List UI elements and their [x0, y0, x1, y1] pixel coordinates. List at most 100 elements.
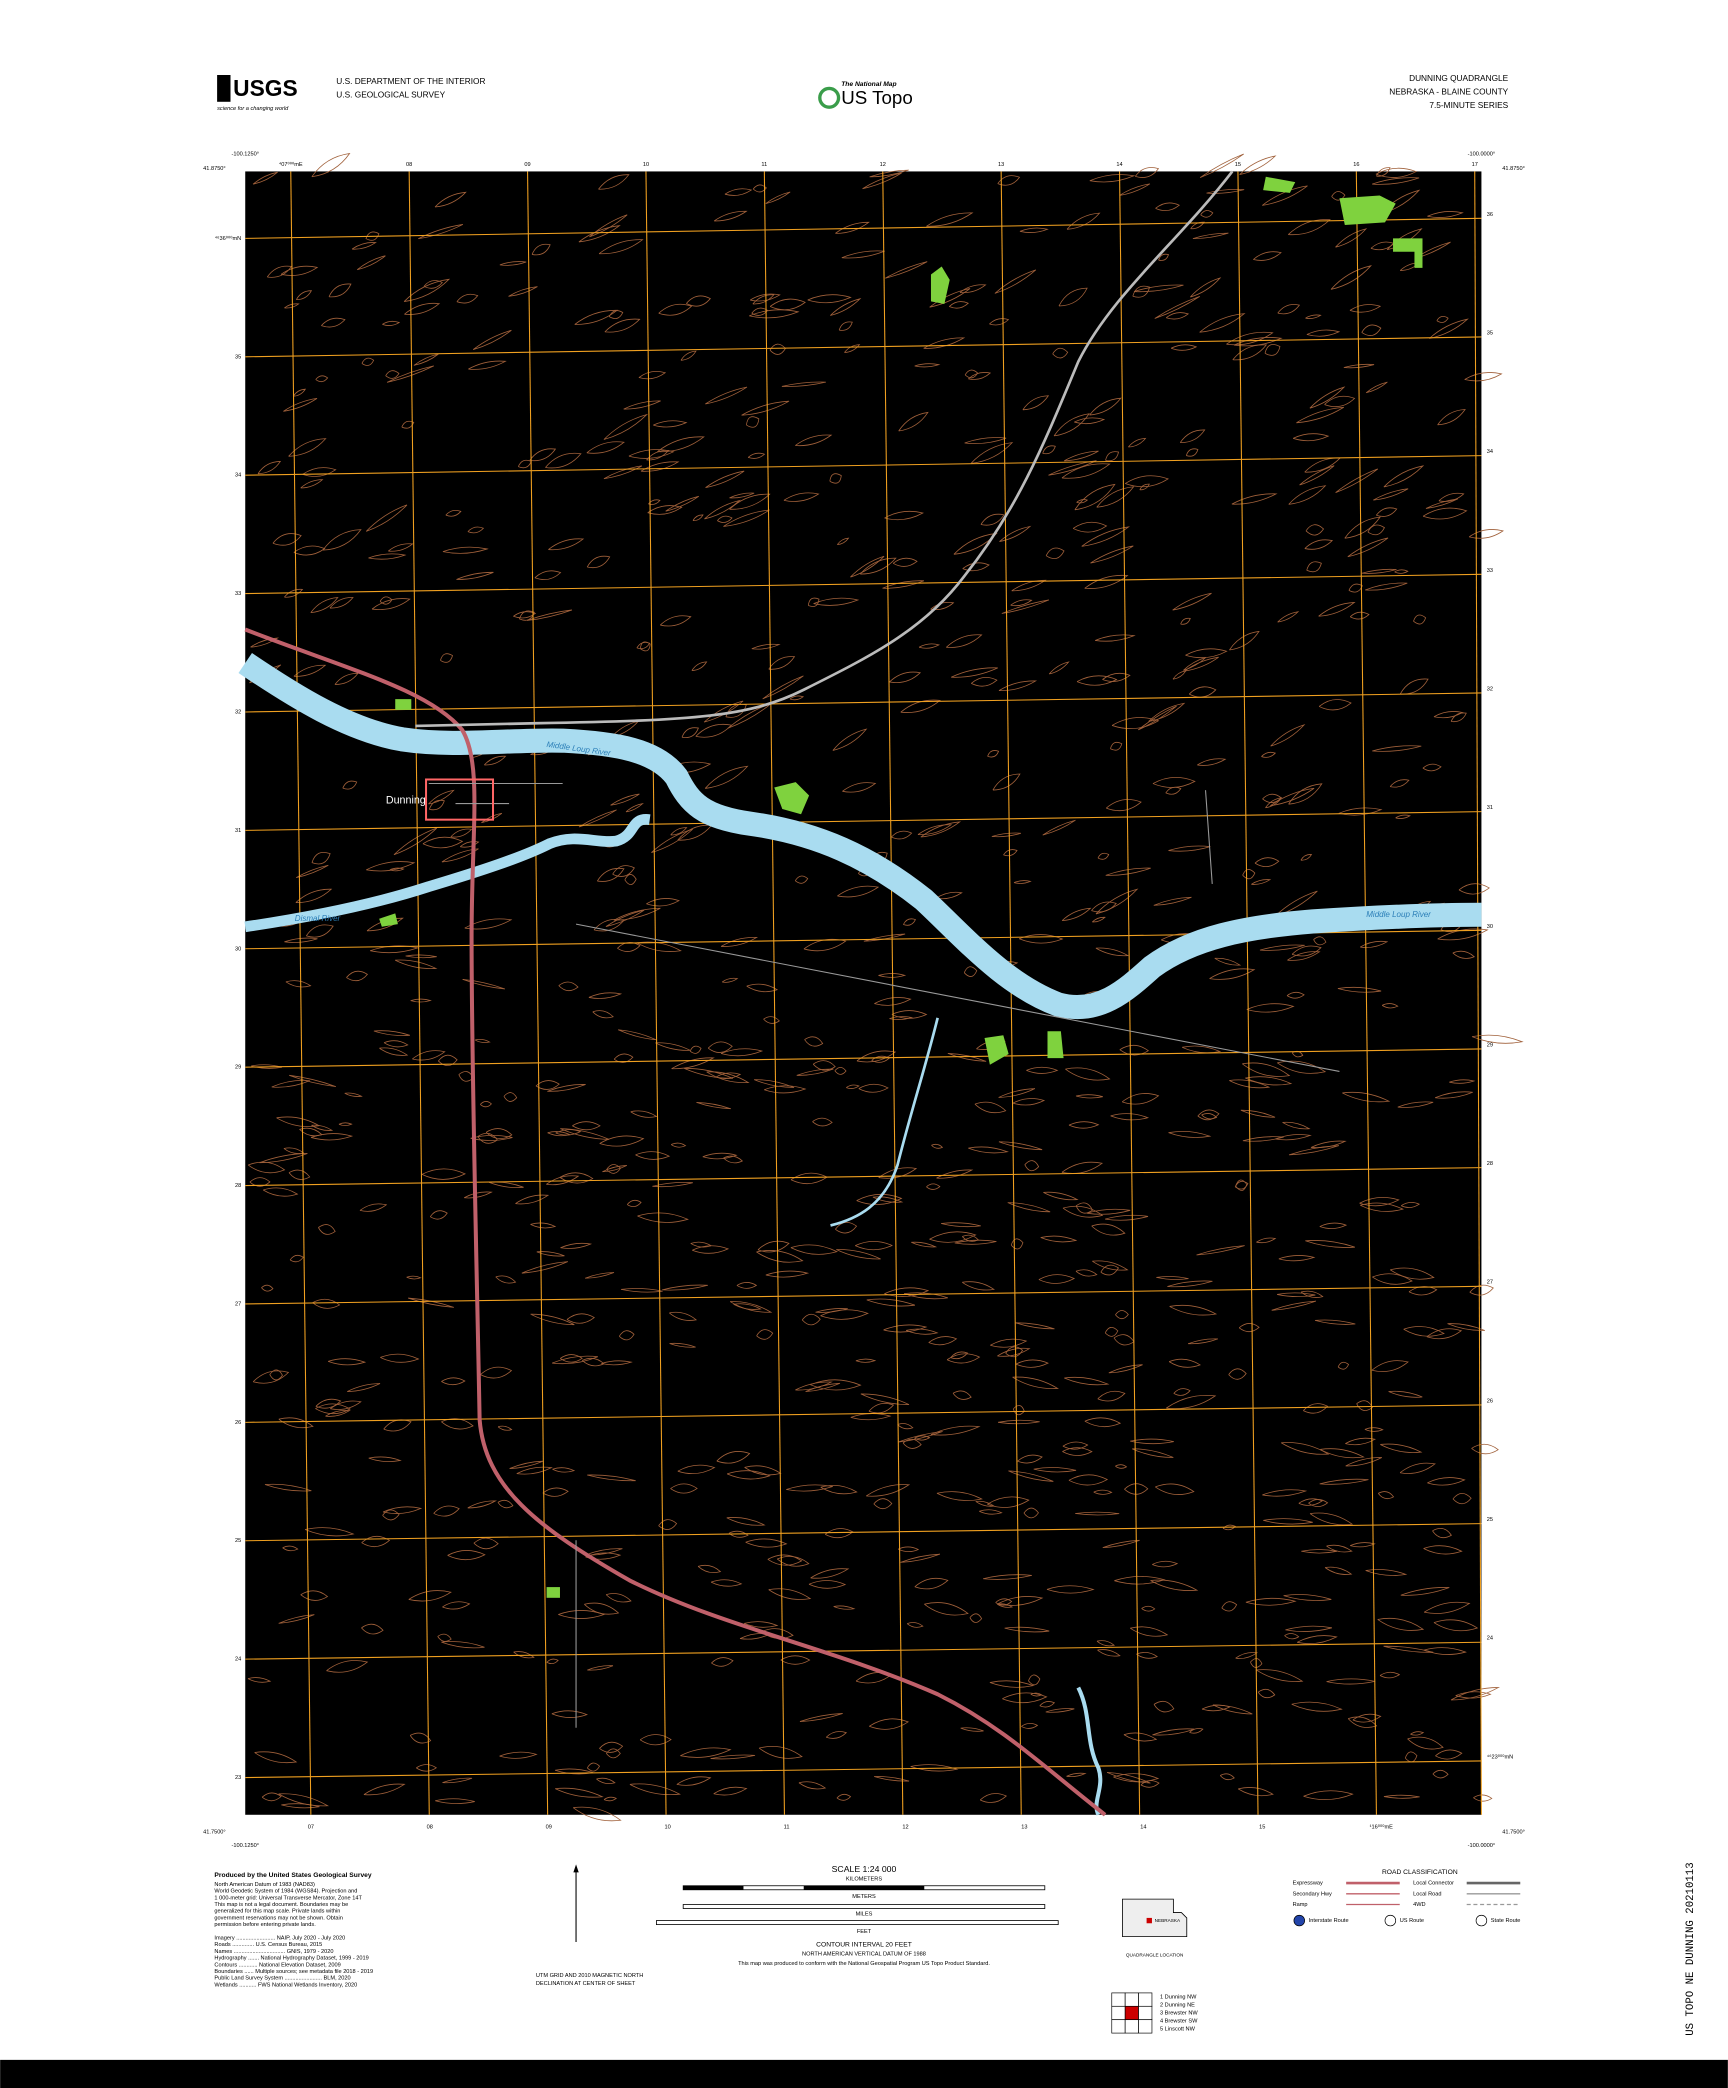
contour — [1326, 1544, 1353, 1553]
contour — [1089, 174, 1136, 183]
contour — [891, 1010, 928, 1019]
contour — [605, 1593, 632, 1603]
contour — [1068, 1121, 1100, 1129]
contour — [753, 1079, 795, 1088]
contour — [1423, 1647, 1467, 1655]
contour — [356, 255, 386, 271]
contour — [259, 1153, 308, 1164]
contour — [856, 1050, 897, 1063]
grid-line — [763, 171, 785, 1815]
contour — [1324, 395, 1356, 408]
contour — [409, 1732, 432, 1744]
contour — [905, 1328, 939, 1335]
contour — [1022, 395, 1050, 411]
contour — [1084, 574, 1129, 589]
contour — [862, 172, 902, 190]
contour — [499, 1751, 538, 1759]
contour — [1196, 1245, 1245, 1256]
contour — [796, 1068, 834, 1076]
contour — [970, 676, 998, 687]
contour — [248, 1161, 286, 1174]
contour — [638, 371, 667, 380]
contour — [897, 1423, 914, 1430]
contour — [1277, 304, 1301, 315]
contour — [1165, 312, 1189, 320]
contour — [1449, 1079, 1476, 1084]
contour — [441, 1418, 474, 1430]
contour — [1130, 1626, 1169, 1637]
contour — [484, 755, 507, 766]
contour — [858, 1083, 889, 1093]
contour — [278, 1614, 315, 1624]
contour — [1319, 1448, 1365, 1459]
location-label: QUADRANGLE LOCATION — [1126, 1953, 1184, 1958]
contour — [1065, 1067, 1111, 1081]
contour — [830, 298, 862, 316]
contour — [1429, 318, 1469, 339]
contour — [288, 438, 327, 457]
contour — [383, 1040, 409, 1048]
contour — [653, 420, 688, 428]
contour — [1408, 1286, 1438, 1296]
contour — [1261, 185, 1308, 206]
contour — [254, 1751, 298, 1764]
contour — [878, 1167, 918, 1179]
contour — [1155, 202, 1181, 212]
contour — [547, 1084, 586, 1092]
map-area — [245, 171, 1482, 1815]
woodland — [546, 1587, 560, 1598]
route-type: US Route — [1400, 1918, 1424, 1924]
contour — [1026, 1066, 1059, 1074]
contour — [1450, 1687, 1500, 1701]
contour — [497, 1425, 513, 1431]
route-shield — [1384, 1914, 1397, 1927]
contour — [758, 1746, 803, 1759]
grid-label: 36 — [1487, 212, 1493, 218]
contour — [250, 637, 280, 648]
grid-label: 31 — [1487, 805, 1493, 811]
contour — [729, 492, 755, 499]
contour — [1172, 592, 1212, 611]
contour — [1275, 1134, 1312, 1141]
contour — [271, 1079, 310, 1088]
contour — [1455, 1691, 1492, 1699]
contour — [868, 1718, 909, 1730]
contour — [365, 231, 380, 241]
declination-note: UTM GRID AND 2010 MAGNETIC NORTH — [536, 1973, 643, 1979]
contour — [1300, 854, 1313, 861]
grid-label: 34 — [235, 473, 241, 479]
contour — [321, 317, 346, 328]
contour — [1173, 1388, 1191, 1396]
contour — [1226, 331, 1274, 346]
contour — [304, 1527, 355, 1537]
contour — [807, 294, 852, 304]
state-highway — [415, 170, 1234, 728]
contour — [322, 529, 362, 551]
road-type: Local Connector — [1413, 1881, 1454, 1887]
contour — [1337, 986, 1382, 993]
contour — [442, 1777, 473, 1784]
contour — [257, 461, 282, 475]
contour — [394, 959, 438, 969]
contour — [994, 269, 1037, 294]
contour — [588, 992, 623, 999]
contour — [1306, 329, 1341, 337]
contour — [1119, 183, 1151, 196]
grid-label: 24 — [1487, 1636, 1493, 1642]
contour — [1319, 1222, 1348, 1229]
contour — [1165, 786, 1182, 795]
contour — [962, 1234, 980, 1242]
contour — [598, 239, 644, 255]
state-county: NEBRASKA - BLAINE COUNTY — [1389, 87, 1508, 97]
contour — [926, 212, 974, 227]
contour — [1033, 1467, 1077, 1473]
note: government reservations may not be shown… — [214, 1915, 342, 1921]
contour — [1299, 465, 1335, 486]
contour — [813, 597, 860, 606]
contour — [1024, 1160, 1040, 1172]
contour — [1288, 783, 1323, 805]
contour — [1264, 344, 1281, 356]
contour — [1371, 177, 1420, 185]
scale-unit: METERS — [852, 1894, 876, 1900]
contour — [790, 1244, 838, 1255]
